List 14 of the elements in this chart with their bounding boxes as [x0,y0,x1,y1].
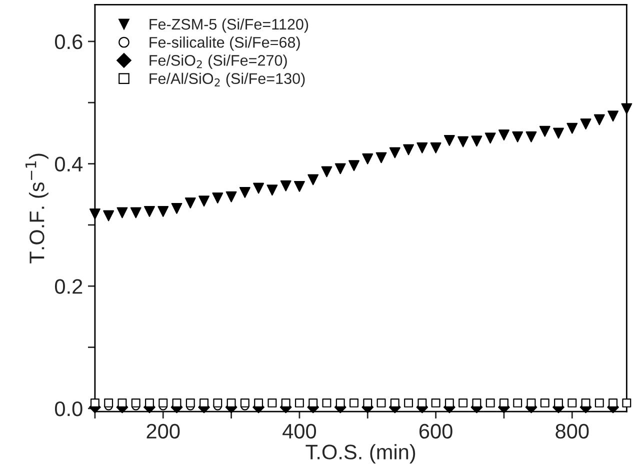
y-tick-label: 0.4 [55,156,83,172]
legend-label: Fe-silicalite (Si/Fe=68) [150,36,300,51]
x-tick-label: 600 [419,424,452,439]
y-tick-label: 0.0 [55,401,82,416]
y-tick-label: 0.2 [55,279,82,294]
x-axis-title: T.O.S. (min) [306,444,416,464]
legend-label: Fe/Al/SiO$_{2}$ (Si/Fe=130) [150,72,305,88]
legend-label: Fe-ZSM-5 (Si/Fe=1120) [150,18,308,33]
x-tick-label: 400 [282,424,316,439]
y-axis-title: T.O.F. (s$^{−1}$) [26,154,48,264]
x-tick-label: 800 [556,424,589,439]
x-tick-label: 200 [146,424,180,439]
legend-label: Fe/SiO$_{2}$ (Si/Fe=270) [150,54,287,69]
y-tick-label: 0.6 [55,34,82,50]
